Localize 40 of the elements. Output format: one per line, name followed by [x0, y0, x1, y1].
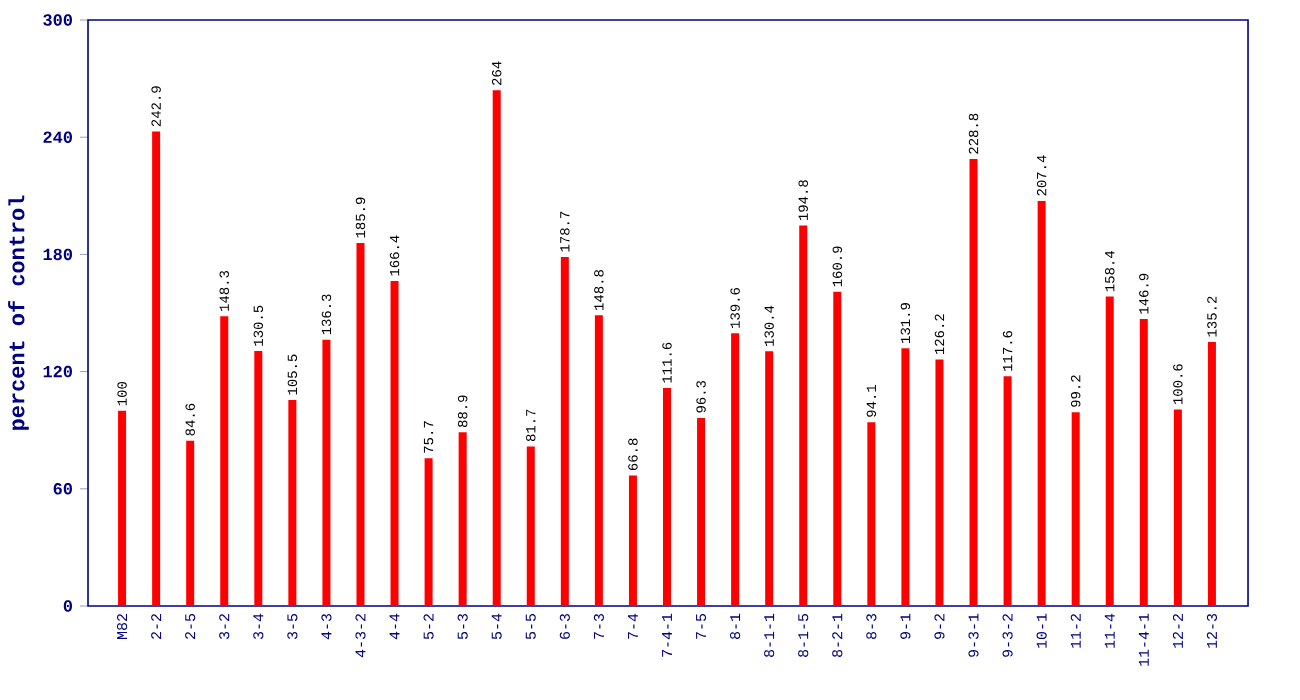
bar	[901, 348, 910, 606]
bar	[935, 359, 944, 606]
bar	[662, 388, 671, 606]
bar	[492, 90, 501, 606]
bar	[322, 339, 331, 606]
y-tick-label: 60	[53, 483, 72, 495]
bar	[1207, 341, 1216, 606]
bar	[186, 440, 195, 606]
y-tick-label: 180	[43, 248, 72, 261]
bar	[799, 225, 808, 606]
y-tick-label: 240	[43, 131, 72, 143]
y-tick-label: 0	[63, 600, 72, 612]
y-tick-label: 120	[43, 365, 72, 378]
bar	[731, 333, 740, 606]
bar	[560, 256, 569, 606]
bar	[1139, 319, 1148, 606]
bar	[118, 410, 127, 606]
bar	[594, 315, 603, 606]
bar	[254, 351, 263, 606]
bar	[765, 351, 774, 606]
bar	[697, 417, 706, 606]
y-tick-label: 300	[43, 14, 72, 26]
bar	[526, 446, 535, 606]
bar	[1037, 200, 1046, 606]
y-axis-title: percent of control	[8, 195, 29, 430]
bar	[424, 458, 433, 606]
bar	[833, 291, 842, 606]
bar	[288, 399, 297, 606]
bar	[220, 316, 229, 606]
bar	[356, 242, 365, 606]
bar	[1105, 296, 1114, 606]
bar	[1003, 376, 1012, 606]
bar	[628, 475, 637, 606]
bar	[867, 422, 876, 606]
bar	[1071, 412, 1080, 606]
bar	[390, 280, 399, 606]
bar	[969, 159, 978, 606]
bar	[1173, 409, 1182, 606]
bar	[152, 131, 161, 606]
bar	[458, 432, 467, 606]
